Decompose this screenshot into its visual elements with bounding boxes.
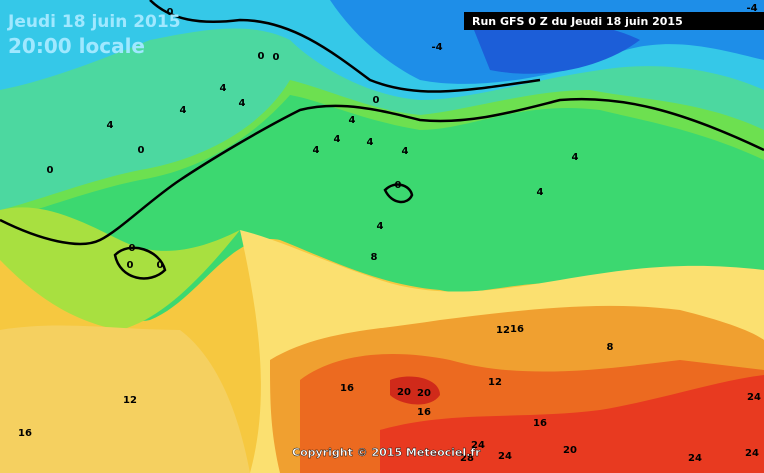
contour-label: 0 [129,243,136,254]
contour-label: 0 [157,260,164,271]
contour-labels: 0 -4 -4 0 0 4 4 4 4 0 0 0 4 4 4 4 4 0 4 … [18,3,761,464]
contour-label: 0 [127,260,134,271]
contour-label: 24 [745,448,759,459]
contour-label: 0 [395,180,402,191]
contour-label: -4 [431,42,442,53]
contour-label: 20 [417,388,431,399]
contour-label: 24 [471,440,485,451]
contour-label: 8 [371,252,378,263]
contour-label: 24 [688,453,702,464]
contour-label: 4 [220,83,227,94]
contour-label: 4 [572,152,579,163]
contour-label: 4 [537,187,544,198]
freezing-contour [0,0,764,280]
contour-label: 0 [47,165,54,176]
contour-label: 0 [167,7,174,18]
run-label: Run GFS 0 Z du Jeudi 18 juin 2015 [472,15,683,28]
contour-label: 4 [402,146,409,157]
contour-label: 16 [18,428,32,439]
contour-label: -4 [746,3,757,14]
contour-label: 12 [123,395,137,406]
contour-label: 28 [460,453,474,464]
contour-label: 24 [747,392,761,403]
contour-label: 4 [377,221,384,232]
contour-label: 12 [496,325,510,336]
contour-label: 16 [533,418,547,429]
contour-label: 20 [563,445,577,456]
contour-label: 16 [340,383,354,394]
contour-label: 4 [180,105,187,116]
contour-label: 0 [373,95,380,106]
contour-label: 4 [367,137,374,148]
contour-label: 0 [138,145,145,156]
contour-label: 4 [349,115,356,126]
time-label: 20:00 locale [8,34,145,58]
contour-label: 0 [258,51,265,62]
contour-label: 16 [417,407,431,418]
contour-label: 4 [107,120,114,131]
contour-label: 0 [273,52,280,63]
contour-label: 20 [397,387,411,398]
run-banner [464,12,764,30]
contour-label: 24 [498,451,512,462]
contour-label: 16 [510,324,524,335]
contour-label: 12 [488,377,502,388]
contour-label: 4 [239,98,246,109]
contour-label: 4 [334,134,341,145]
contour-label: 8 [607,342,614,353]
copyright: Copyright © 2015 Meteociel.fr [292,446,481,459]
contour-label: 4 [313,145,320,156]
date-label: Jeudi 18 juin 2015 [7,12,181,32]
